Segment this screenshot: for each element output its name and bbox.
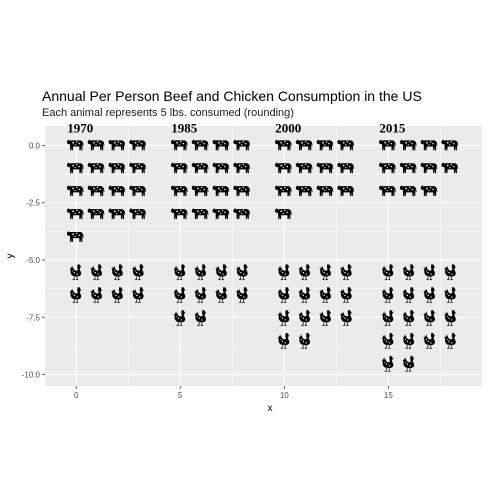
x-axis-ticks: 0 5 10 15 — [74, 386, 393, 400]
year-labels: 1970 1985 2000 2015 — [67, 120, 406, 135]
year-label-1985: 1985 — [171, 120, 198, 135]
chart-subtitle: Each animal represents 5 lbs. consumed (… — [42, 107, 294, 119]
y-axis-ticks: 0.0 -2.5 -5.0 -7.5 -10.0 — [22, 141, 45, 380]
x-tick-label: 0 — [74, 391, 79, 400]
y-tick-label: 0.0 — [29, 141, 41, 150]
y-axis-title: y — [5, 254, 16, 259]
x-tick-label: 10 — [280, 391, 289, 400]
year-label-1970: 1970 — [67, 120, 93, 135]
x-axis-title: x — [268, 403, 273, 414]
y-tick-label: -5.0 — [26, 256, 40, 265]
year-label-2000: 2000 — [275, 120, 301, 135]
x-tick-label: 5 — [178, 391, 183, 400]
y-tick-label: -10.0 — [22, 371, 41, 380]
y-tick-label: -7.5 — [26, 313, 40, 322]
chart-title: Annual Per Person Beef and Chicken Consu… — [42, 88, 422, 104]
x-tick-label: 15 — [384, 391, 393, 400]
y-tick-label: -2.5 — [26, 199, 40, 208]
year-label-2015: 2015 — [379, 120, 406, 135]
